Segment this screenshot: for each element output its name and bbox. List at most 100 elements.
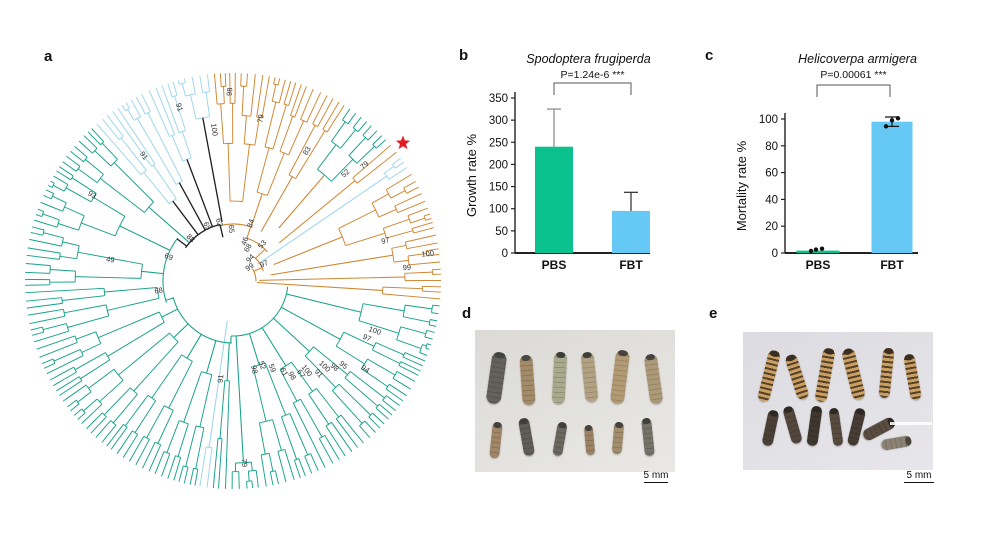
tree-branch xyxy=(297,84,302,96)
tree-branch xyxy=(177,80,180,85)
tree-branch xyxy=(219,438,223,470)
tree-branch xyxy=(143,99,151,112)
tree-branch xyxy=(378,135,383,139)
tree-branch xyxy=(64,206,85,217)
tree-arc xyxy=(425,343,428,349)
tree-arc xyxy=(392,163,396,169)
tree-branch xyxy=(250,193,263,228)
tree-branch xyxy=(122,430,133,446)
tree-branch xyxy=(330,158,354,182)
tree-branch xyxy=(70,399,77,405)
tree-branch xyxy=(184,466,189,479)
tree-branch xyxy=(375,142,384,149)
tree-branch xyxy=(306,102,317,123)
tree-arc xyxy=(184,223,221,249)
tree-branch xyxy=(433,319,438,322)
tree-branch xyxy=(426,254,434,257)
tree-branch xyxy=(403,184,411,189)
caterpillar xyxy=(806,405,823,447)
tree-arc xyxy=(331,141,341,149)
tree-branch xyxy=(308,88,314,101)
tree-branch xyxy=(125,102,129,107)
tree-branch xyxy=(402,392,407,397)
tree-branch xyxy=(64,304,107,314)
tree-branch xyxy=(25,263,37,265)
tree-branch xyxy=(168,88,173,97)
tree-branch xyxy=(49,191,54,195)
tree-branch xyxy=(127,105,131,109)
tree-branch xyxy=(36,227,45,231)
tree-branch xyxy=(61,366,74,375)
tree-branch xyxy=(88,368,115,389)
caterpillar-head xyxy=(493,421,502,429)
tree-branch xyxy=(331,121,346,142)
tree-branch xyxy=(368,125,372,130)
tree-branch xyxy=(406,245,423,250)
tree-branch xyxy=(392,377,405,386)
tree-branch xyxy=(94,416,107,430)
tree-branch xyxy=(167,83,170,89)
tree-branch xyxy=(386,395,395,403)
tree-branch xyxy=(364,420,372,429)
tree-arc xyxy=(391,248,395,263)
tree-branch xyxy=(338,209,376,229)
tree-arc xyxy=(158,311,165,323)
tree-branch xyxy=(272,419,282,451)
tree-branch xyxy=(399,398,404,402)
tree-branch xyxy=(33,219,41,223)
tree-branch xyxy=(426,249,433,252)
tree-branch xyxy=(50,180,55,184)
tree-branch xyxy=(328,455,334,464)
tree-branch xyxy=(273,77,276,82)
tree-branch xyxy=(266,152,285,196)
tree-branch xyxy=(378,208,397,218)
tree-arc xyxy=(235,461,252,464)
tree-branch xyxy=(30,231,36,235)
tree-branch xyxy=(408,377,416,382)
chart-helicoverpa-mortality: Helicoverpa armigera P=0.00061 *** 0 20 40 60… xyxy=(697,42,937,292)
tree-branch xyxy=(353,112,357,117)
tree-arc xyxy=(252,268,257,282)
tree-branch xyxy=(317,109,328,127)
tree-branch xyxy=(357,116,362,122)
tree-branch xyxy=(220,79,222,87)
tree-branch xyxy=(220,103,224,144)
tree-branch xyxy=(90,428,95,434)
tree-branch xyxy=(424,336,429,339)
tree-branch xyxy=(178,182,206,231)
tree-branch xyxy=(373,130,378,135)
tree-branch xyxy=(73,153,84,163)
tree-branch xyxy=(361,368,388,387)
tree-branch xyxy=(148,90,158,109)
tree-branch xyxy=(277,82,280,86)
tree-branch xyxy=(388,172,399,180)
tree-branch xyxy=(331,390,363,424)
tree-branch xyxy=(26,306,36,309)
tree-branch xyxy=(404,352,419,359)
tree-branch xyxy=(107,321,165,357)
tree-branch xyxy=(148,463,153,472)
tree-branch xyxy=(101,142,118,160)
tree-branch xyxy=(405,304,433,310)
tree-branch xyxy=(352,429,364,444)
tree-branch xyxy=(301,86,307,98)
data-point xyxy=(808,248,814,254)
tree-branch xyxy=(347,116,354,125)
tree-branch xyxy=(213,73,217,88)
tree-branch xyxy=(52,184,65,192)
bootstrap-value: 61 xyxy=(278,366,290,378)
tree-arc xyxy=(114,216,126,237)
bootstrap-value: 91 xyxy=(174,102,185,113)
tree-branch xyxy=(342,112,348,121)
tree-branch xyxy=(80,412,86,418)
bootstrap-value: 46 xyxy=(239,236,250,247)
y-tick-label: 250 xyxy=(489,137,508,149)
caterpillar xyxy=(878,347,895,399)
tree-branch xyxy=(382,293,422,298)
tree-branch xyxy=(409,370,419,376)
tree-branch xyxy=(35,272,50,274)
tree-branch xyxy=(104,287,158,293)
tree-branch xyxy=(35,326,43,330)
tree-branch xyxy=(352,120,359,128)
y-tick-label: 350 xyxy=(489,93,508,105)
